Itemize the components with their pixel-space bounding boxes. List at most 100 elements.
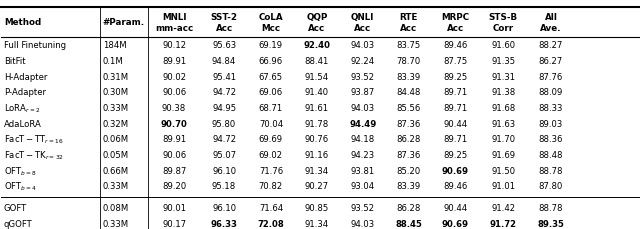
Text: 89.35: 89.35	[538, 219, 564, 228]
Text: 184M: 184M	[102, 41, 126, 50]
Text: MNLI
mm-acc: MNLI mm-acc	[155, 13, 193, 33]
Text: 72.08: 72.08	[257, 219, 284, 228]
Text: 83.39: 83.39	[396, 72, 420, 81]
Text: 89.25: 89.25	[444, 150, 468, 159]
Text: 87.75: 87.75	[444, 57, 468, 66]
Text: P-Adapter: P-Adapter	[4, 88, 46, 97]
Text: H-Adapter: H-Adapter	[4, 72, 47, 81]
Text: 0.33M: 0.33M	[102, 104, 129, 112]
Text: 94.03: 94.03	[351, 219, 375, 228]
Text: 87.76: 87.76	[539, 72, 563, 81]
Text: 0.31M: 0.31M	[102, 72, 129, 81]
Text: 93.04: 93.04	[351, 182, 375, 191]
Text: 90.69: 90.69	[442, 219, 469, 228]
Text: 88.33: 88.33	[539, 104, 563, 112]
Text: 83.75: 83.75	[396, 41, 420, 50]
Text: 89.03: 89.03	[539, 119, 563, 128]
Text: 87.80: 87.80	[539, 182, 563, 191]
Text: CoLA
Mcc: CoLA Mcc	[259, 13, 284, 33]
Text: MRPC
Acc: MRPC Acc	[442, 13, 470, 33]
Text: 83.39: 83.39	[396, 182, 420, 191]
Text: 90.27: 90.27	[305, 182, 329, 191]
Text: 91.50: 91.50	[491, 166, 515, 175]
Text: 91.78: 91.78	[305, 119, 329, 128]
Text: 0.05M: 0.05M	[102, 150, 129, 159]
Text: 86.27: 86.27	[539, 57, 563, 66]
Text: 89.91: 89.91	[162, 135, 186, 144]
Text: 0.32M: 0.32M	[102, 119, 129, 128]
Text: 90.76: 90.76	[305, 135, 329, 144]
Text: 87.36: 87.36	[396, 119, 420, 128]
Text: 95.80: 95.80	[212, 119, 236, 128]
Text: 95.63: 95.63	[212, 41, 236, 50]
Text: 94.72: 94.72	[212, 88, 236, 97]
Text: 87.36: 87.36	[396, 150, 420, 159]
Text: 88.78: 88.78	[539, 203, 563, 213]
Text: $\mathregular{LoRA}_{r=2}$: $\mathregular{LoRA}_{r=2}$	[4, 102, 40, 114]
Text: 91.31: 91.31	[491, 72, 515, 81]
Text: 90.02: 90.02	[162, 72, 186, 81]
Text: 95.41: 95.41	[212, 72, 236, 81]
Text: 94.49: 94.49	[349, 119, 376, 128]
Text: $\mathregular{FacT-TT}_{r=16}$: $\mathregular{FacT-TT}_{r=16}$	[4, 133, 63, 145]
Text: 70.04: 70.04	[259, 119, 283, 128]
Text: 93.81: 93.81	[351, 166, 375, 175]
Text: 71.76: 71.76	[259, 166, 283, 175]
Text: 91.63: 91.63	[491, 119, 515, 128]
Text: 91.72: 91.72	[490, 219, 516, 228]
Text: 66.96: 66.96	[259, 57, 283, 66]
Text: 91.60: 91.60	[491, 41, 515, 50]
Text: 94.23: 94.23	[351, 150, 375, 159]
Text: 88.78: 88.78	[539, 166, 563, 175]
Text: Full Finetuning: Full Finetuning	[4, 41, 66, 50]
Text: 91.70: 91.70	[491, 135, 515, 144]
Text: 91.35: 91.35	[491, 57, 515, 66]
Text: 88.27: 88.27	[539, 41, 563, 50]
Text: $\mathregular{OFT}_{b=8}$: $\mathregular{OFT}_{b=8}$	[4, 164, 37, 177]
Text: 89.46: 89.46	[444, 41, 468, 50]
Text: 94.95: 94.95	[212, 104, 236, 112]
Text: 91.34: 91.34	[305, 166, 329, 175]
Text: 94.18: 94.18	[351, 135, 375, 144]
Text: 91.16: 91.16	[305, 150, 329, 159]
Text: STS-B
Corr: STS-B Corr	[488, 13, 518, 33]
Text: 88.48: 88.48	[539, 150, 563, 159]
Text: 91.40: 91.40	[305, 88, 329, 97]
Text: 91.34: 91.34	[305, 219, 329, 228]
Text: 90.44: 90.44	[444, 119, 467, 128]
Text: 91.38: 91.38	[491, 88, 515, 97]
Text: 91.69: 91.69	[491, 150, 515, 159]
Text: QQP
Acc: QQP Acc	[306, 13, 328, 33]
Text: 91.01: 91.01	[491, 182, 515, 191]
Text: 69.69: 69.69	[259, 135, 283, 144]
Text: 90.12: 90.12	[162, 41, 186, 50]
Text: $\mathregular{OFT}_{b=4}$: $\mathregular{OFT}_{b=4}$	[4, 180, 37, 192]
Text: $\mathregular{FacT-TK}_{r=32}$: $\mathregular{FacT-TK}_{r=32}$	[4, 149, 64, 161]
Text: 89.71: 89.71	[444, 135, 468, 144]
Text: 69.06: 69.06	[259, 88, 283, 97]
Text: 89.71: 89.71	[444, 88, 468, 97]
Text: 0.06M: 0.06M	[102, 135, 129, 144]
Text: #Param.: #Param.	[102, 18, 145, 27]
Text: 0.30M: 0.30M	[102, 88, 129, 97]
Text: 89.91: 89.91	[162, 57, 186, 66]
Text: 90.44: 90.44	[444, 203, 467, 213]
Text: 95.18: 95.18	[212, 182, 236, 191]
Text: 90.06: 90.06	[162, 150, 186, 159]
Text: 89.87: 89.87	[162, 166, 186, 175]
Text: 96.33: 96.33	[211, 219, 237, 228]
Text: 96.10: 96.10	[212, 166, 236, 175]
Text: 86.28: 86.28	[396, 135, 420, 144]
Text: 94.03: 94.03	[351, 41, 375, 50]
Text: 90.70: 90.70	[161, 119, 188, 128]
Text: 0.66M: 0.66M	[102, 166, 129, 175]
Text: 90.85: 90.85	[305, 203, 329, 213]
Text: 94.72: 94.72	[212, 135, 236, 144]
Text: 94.84: 94.84	[212, 57, 236, 66]
Text: 96.10: 96.10	[212, 203, 236, 213]
Text: 84.48: 84.48	[396, 88, 420, 97]
Text: 88.41: 88.41	[305, 57, 329, 66]
Text: AdaLoRA: AdaLoRA	[4, 119, 42, 128]
Text: 93.52: 93.52	[351, 72, 375, 81]
Text: 71.64: 71.64	[259, 203, 283, 213]
